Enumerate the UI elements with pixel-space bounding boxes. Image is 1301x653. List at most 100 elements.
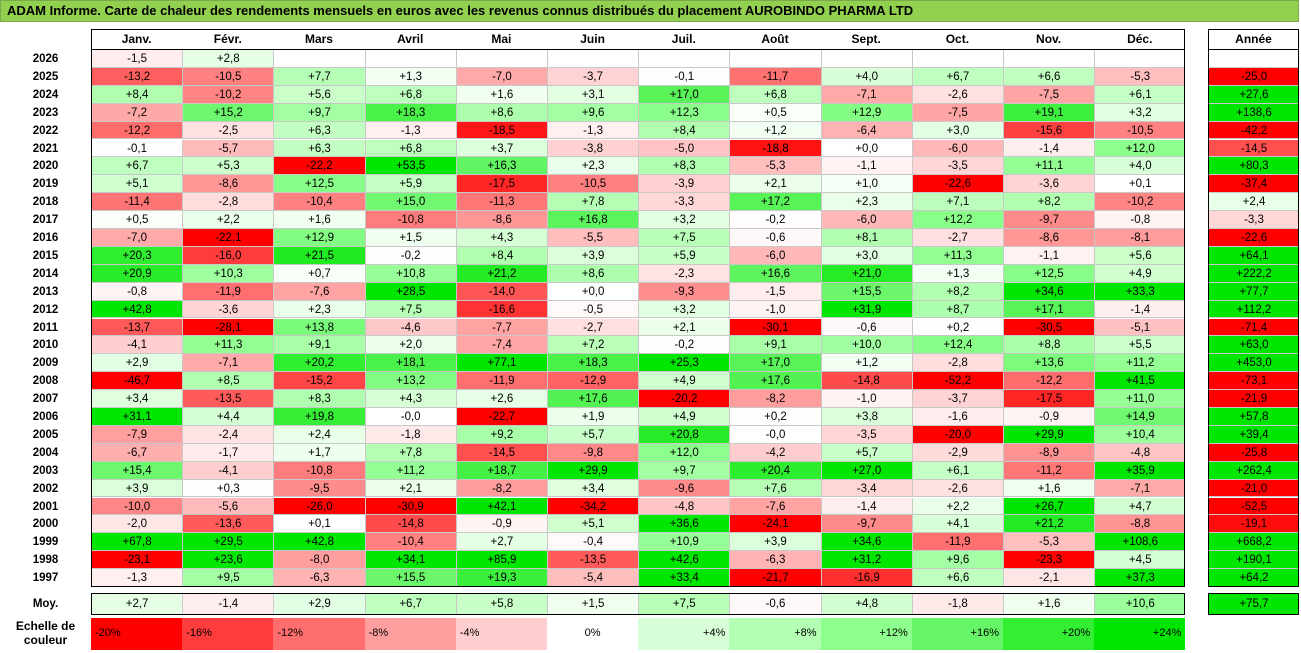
heatmap-cell: +19,3 (455, 569, 547, 587)
year-label: 2015 (32, 249, 59, 262)
heatmap-cell: -1,3 (547, 121, 639, 140)
heatmap-cell: -2,1 (1003, 569, 1095, 587)
heatmap-cell: +9,2 (455, 425, 547, 444)
heatmap-cell (1094, 50, 1186, 68)
year-label: 2001 (32, 500, 59, 513)
heatmap-cell: +2,1 (364, 479, 456, 498)
heatmap-cell: -5,0 (638, 139, 730, 158)
heatmap-cell: +15,4 (91, 461, 183, 480)
heatmap-cell: +17,0 (638, 85, 730, 104)
heatmap-cell: +12,0 (638, 443, 730, 462)
heatmap-cell: +0,1 (1094, 175, 1186, 194)
year-label: 2013 (32, 285, 59, 298)
heatmap-cell: -11,3 (455, 193, 547, 212)
heatmap-cell: -6,0 (729, 246, 821, 265)
heatmap-cell: +11,1 (1003, 157, 1095, 176)
legend-swatch: -4% (455, 618, 547, 650)
heatmap-cell: -4,2 (729, 443, 821, 462)
heatmap-cell: +2,2 (911, 497, 1003, 516)
heatmap-cell: +7,5 (364, 300, 456, 319)
annual-cell: -3,3 (1208, 211, 1299, 229)
heatmap-cell: +3,0 (820, 246, 912, 265)
heatmap-cell: -13,5 (547, 551, 639, 570)
heatmap-cell: +3,7 (455, 139, 547, 158)
heatmap-cell: +1,2 (729, 121, 821, 140)
heatmap-cell: +3,1 (547, 85, 639, 104)
heatmap-cell: +12,2 (911, 211, 1003, 229)
heatmap-cell: +17,2 (729, 193, 821, 212)
heatmap-cell: -10,5 (547, 175, 639, 194)
year-label: 2020 (32, 160, 59, 173)
heatmap-cell: +9,6 (911, 551, 1003, 570)
heatmap-cell: +12,0 (1094, 139, 1186, 158)
heatmap-cell: -2,6 (911, 479, 1003, 498)
heatmap-cell: -8,6 (182, 175, 274, 194)
heatmap-cell: -13,2 (91, 67, 183, 86)
heatmap-cell: +18,1 (364, 354, 456, 373)
month-header: Oct. (945, 32, 970, 46)
heatmap-cell: +3,9 (547, 246, 639, 265)
heatmap-cell: +9,1 (273, 336, 365, 355)
heatmap-cell: -0,4 (547, 533, 639, 552)
year-label: 2008 (32, 375, 59, 388)
heatmap-cell: -22,6 (911, 175, 1003, 194)
heatmap-cell: -1,1 (1003, 246, 1095, 265)
average-cell: +4,8 (820, 593, 912, 615)
heatmap-cell: +12,9 (820, 103, 912, 122)
heatmap-cell: -0,5 (547, 300, 639, 319)
average-cell: -1,8 (911, 593, 1003, 615)
heatmap-cell: -22,2 (273, 157, 365, 176)
heatmap-cell: -10,2 (1094, 193, 1186, 212)
heatmap-cell: -8,9 (1003, 443, 1095, 462)
heatmap-cell: -6,7 (91, 443, 183, 462)
heatmap-cell: -7,9 (91, 425, 183, 444)
heatmap-cell: +5,9 (638, 246, 730, 265)
month-header: Janv. (121, 32, 152, 46)
year-label: 2018 (32, 196, 59, 209)
heatmap-cell: +2,1 (729, 175, 821, 194)
annual-cell: -14,5 (1208, 139, 1299, 158)
heatmap-cell: -11,4 (91, 193, 183, 212)
heatmap-cell: +7,1 (911, 193, 1003, 212)
heatmap-cell: +0,2 (911, 318, 1003, 337)
heatmap-cell: +7,7 (273, 67, 365, 86)
heatmap-cell: +6,1 (1094, 85, 1186, 104)
report-title: ADAM Informe. Carte de chaleur des rende… (0, 0, 1299, 22)
annual-cell: +190,1 (1208, 551, 1299, 570)
heatmap-cell: +0,0 (547, 282, 639, 301)
heatmap-cell: -1,0 (729, 300, 821, 319)
heatmap-cell: +16,3 (455, 157, 547, 176)
heatmap-cell: -23,1 (91, 551, 183, 570)
heatmap-cell: +41,5 (1094, 372, 1186, 391)
heatmap-cell: +2,9 (91, 354, 183, 373)
heatmap-cell: +7,8 (364, 443, 456, 462)
year-label: 1999 (32, 536, 59, 549)
annual-cell: +138,6 (1208, 103, 1299, 122)
heatmap-cell: +2,3 (547, 157, 639, 176)
annual-cell: +2,4 (1208, 193, 1299, 212)
month-header: Févr. (213, 32, 242, 46)
heatmap-cell: -20,2 (638, 390, 730, 408)
heatmap-cell: +18,7 (455, 461, 547, 480)
year-label: 2014 (32, 267, 59, 280)
heatmap-cell: -1,6 (911, 408, 1003, 426)
heatmap-cell: -0,8 (91, 282, 183, 301)
heatmap-cell: -34,2 (547, 497, 639, 516)
heatmap-cell: -5,3 (1003, 533, 1095, 552)
annual-header-divider (1208, 49, 1299, 50)
heatmap-cell: +8,5 (182, 372, 274, 391)
heatmap-cell: +10,9 (638, 533, 730, 552)
heatmap-cell: +9,5 (182, 569, 274, 587)
heatmap-cell: -11,7 (729, 67, 821, 86)
heatmap-cell: -18,8 (729, 139, 821, 158)
heatmap-cell: -8,8 (1094, 515, 1186, 534)
heatmap-cell: +20,4 (729, 461, 821, 480)
heatmap-cell: -2,5 (182, 121, 274, 140)
heatmap-cell: -3,8 (547, 139, 639, 158)
heatmap-cell: -10,0 (91, 497, 183, 516)
heatmap-cell: +9,7 (273, 103, 365, 122)
heatmap-cell (638, 50, 730, 68)
heatmap-cell (820, 50, 912, 68)
heatmap-cell: +85,9 (455, 551, 547, 570)
heatmap-cell: +5,9 (364, 175, 456, 194)
